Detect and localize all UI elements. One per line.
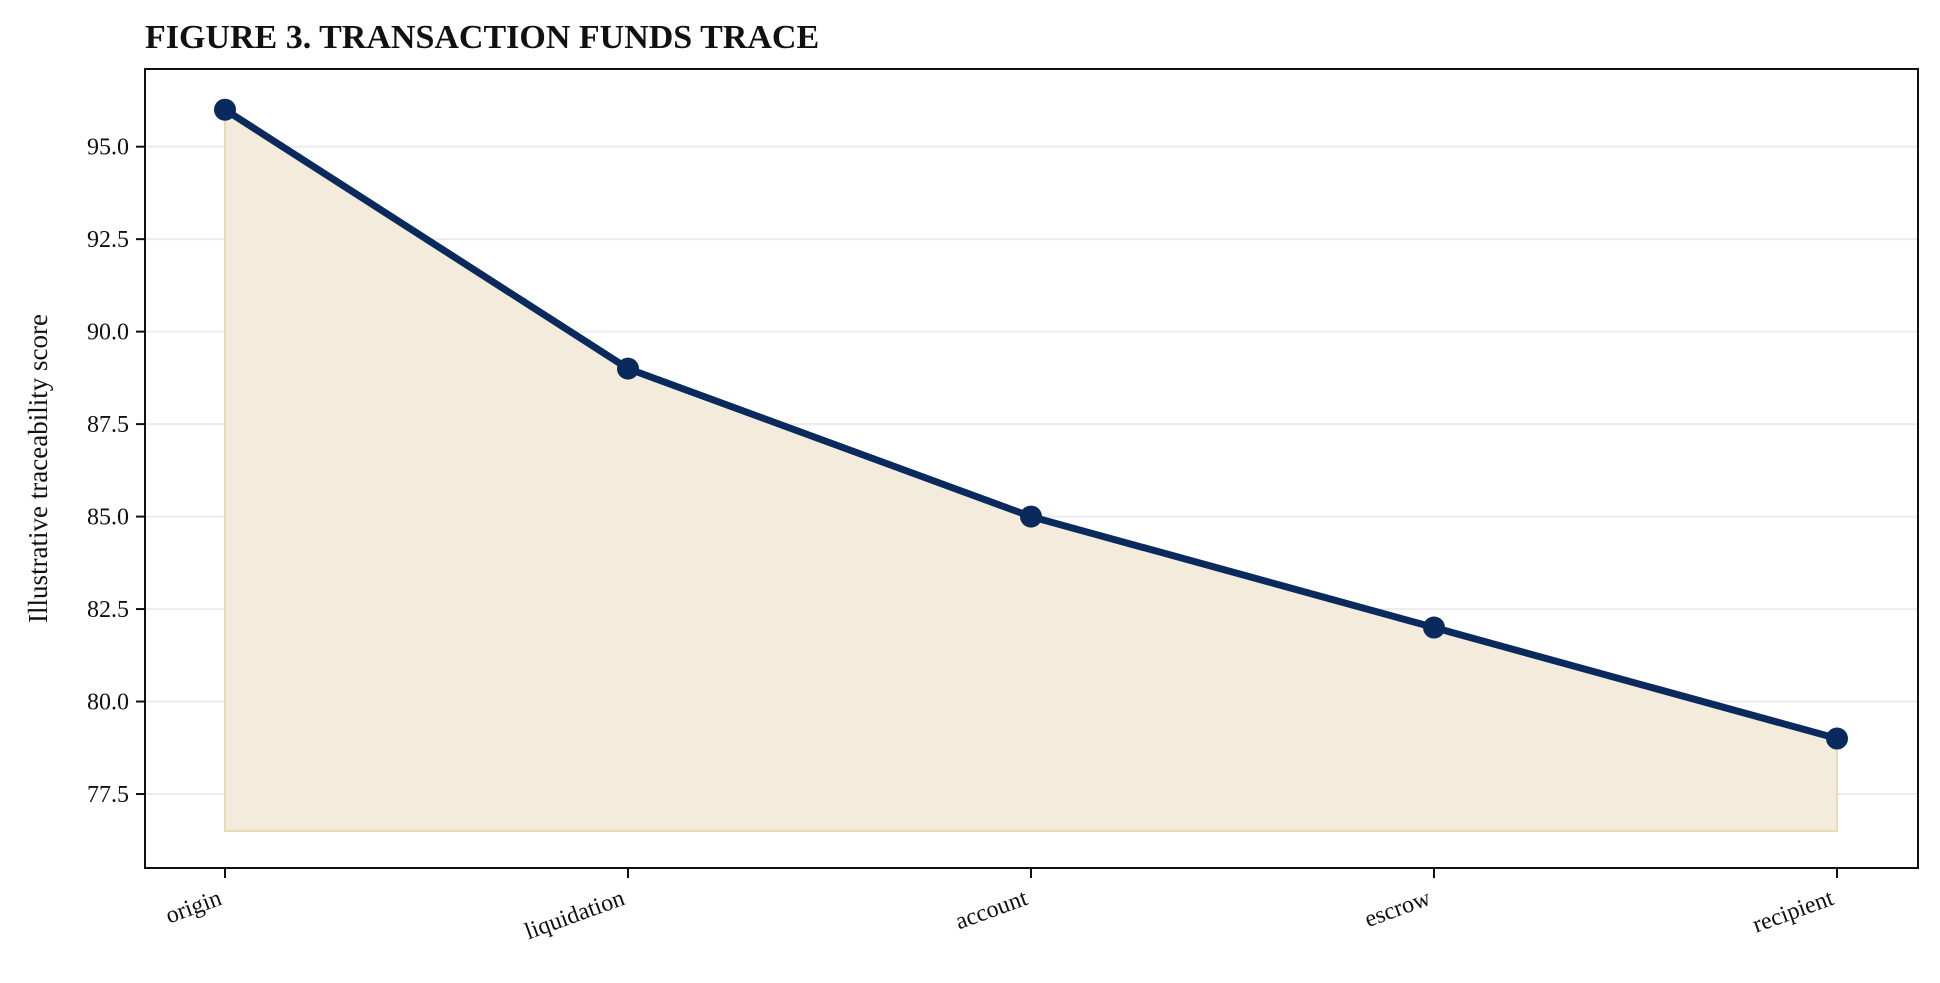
area-fill [224, 107, 1838, 833]
y-tick-label: 82.5 [87, 597, 129, 623]
point-layer [214, 98, 1848, 750]
y-axis-ticks: 77.5 80.0 82.5 85.0 87.5 90.0 92.5 95.0 [87, 135, 145, 808]
x-tick-label-escrow: escrow [1361, 885, 1434, 933]
y-tick-label: 92.5 [87, 227, 129, 253]
x-axis-ticks: origin liquidation account escrow recipient [162, 868, 1838, 945]
y-tick-label: 80.0 [87, 690, 129, 716]
y-tick-label: 87.5 [87, 412, 129, 438]
x-tick-label-origin: origin [162, 885, 225, 929]
data-point-account [1020, 505, 1042, 528]
data-point-origin [214, 98, 236, 121]
y-tick-label: 95.0 [87, 135, 129, 161]
x-tick-label-liquidation: liquidation [521, 885, 628, 945]
y-tick-label: 77.5 [87, 782, 129, 808]
data-point-liquidation [617, 357, 639, 380]
data-point-escrow [1423, 616, 1445, 639]
y-axis-label: Illustrative traceability score [23, 314, 53, 623]
chart-title: FIGURE 3. TRANSACTION FUNDS TRACE [145, 19, 819, 56]
y-tick-label: 85.0 [87, 505, 129, 531]
area-layer [224, 107, 1838, 833]
x-tick-label-recipient: recipient [1749, 885, 1837, 938]
data-point-recipient [1826, 727, 1848, 750]
y-tick-label: 90.0 [87, 320, 129, 346]
x-tick-label-account: account [952, 885, 1031, 935]
